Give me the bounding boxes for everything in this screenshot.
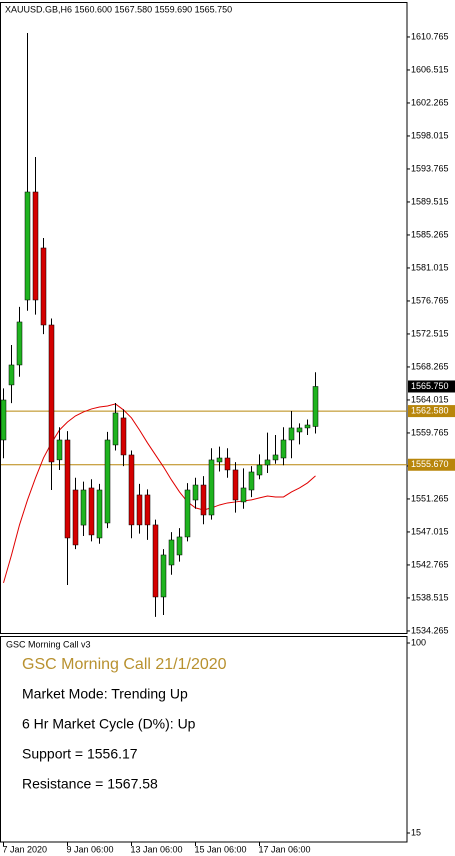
y-tick-label: 1606.515 <box>411 64 449 74</box>
candle-body <box>112 412 119 446</box>
panel-line: 6 Hr Market Cycle (D%): Up <box>22 716 196 732</box>
y-tick-label: 1610.765 <box>411 31 449 41</box>
candle-body <box>16 321 23 366</box>
candle-body <box>56 439 63 461</box>
chart-title: XAUUSD.GB,H6 1560.600 1567.580 1559.690 … <box>5 4 232 14</box>
y-tick-label: 1598.015 <box>411 130 449 140</box>
panel-heading: GSC Morning Call 21/1/2020 <box>22 656 227 673</box>
candle-body <box>8 364 15 386</box>
candle-body <box>192 484 199 501</box>
last-price-box <box>408 380 455 393</box>
panel-line: Resistance = 1567.58 <box>22 776 158 792</box>
candle-body <box>24 191 31 301</box>
candle-body <box>224 457 231 471</box>
candle-body <box>304 424 311 429</box>
level-label-box <box>408 405 455 418</box>
y-tick-label: 100 <box>411 637 426 647</box>
candle-body <box>160 554 167 598</box>
main-frame <box>0 2 408 634</box>
candle-body <box>288 427 295 441</box>
candle-body <box>48 324 55 463</box>
candle-body <box>32 191 39 301</box>
candle-body <box>208 459 215 516</box>
y-tick-label: 1542.765 <box>411 559 449 569</box>
candle-body <box>104 439 111 524</box>
candle-body <box>248 471 255 491</box>
candle-body <box>144 494 151 526</box>
y-tick-label: 15 <box>411 827 421 837</box>
last-price-label: 1565.750 <box>411 381 449 391</box>
candle-body <box>136 494 143 526</box>
candle-body <box>272 454 279 461</box>
candle-body <box>296 427 303 433</box>
candle-body <box>280 439 287 459</box>
y-tick-label: 1547.015 <box>411 526 449 536</box>
candle-body <box>120 417 127 456</box>
candle-body <box>72 489 79 546</box>
moving-average <box>3 403 316 584</box>
panel-line: Market Mode: Trending Up <box>22 686 188 702</box>
candle-body <box>240 487 247 503</box>
x-tick-label: 13 Jan 06:00 <box>131 844 183 854</box>
level-label: 1555.670 <box>411 459 449 469</box>
y-tick-label: 1593.765 <box>411 163 449 173</box>
panel-line: Support = 1556.17 <box>22 746 138 762</box>
level-label: 1562.580 <box>411 405 449 415</box>
x-tick-label: 15 Jan 06:00 <box>195 844 247 854</box>
y-tick-label: 1564.015 <box>411 394 449 404</box>
candle-body <box>0 399 7 441</box>
candle-body <box>96 489 103 539</box>
y-tick-label: 1568.265 <box>411 361 449 371</box>
y-tick-label: 1572.515 <box>411 328 449 338</box>
y-tick-label: 1576.765 <box>411 295 449 305</box>
y-tick-label: 1589.515 <box>411 196 449 206</box>
y-tick-label: 1581.015 <box>411 262 449 272</box>
candle-body <box>64 439 71 539</box>
candle-body <box>128 454 135 526</box>
candle-body <box>184 489 191 538</box>
y-tick-label: 1534.265 <box>411 625 449 635</box>
candle-body <box>216 457 223 463</box>
candle-body <box>168 539 175 566</box>
candle-body <box>80 489 87 526</box>
x-tick-label: 7 Jan 2020 <box>3 844 48 854</box>
indicator-frame <box>0 636 408 843</box>
candle-body <box>264 459 271 466</box>
candle-body <box>40 247 47 326</box>
y-tick-label: 1538.515 <box>411 592 449 602</box>
y-tick-label: 1559.765 <box>411 427 449 437</box>
candle-body <box>200 484 207 516</box>
x-tick-label: 9 Jan 06:00 <box>67 844 114 854</box>
candle-body <box>232 469 239 501</box>
y-tick-label: 1551.265 <box>411 493 449 503</box>
candle-body <box>88 487 95 536</box>
y-tick-label: 1602.265 <box>411 97 449 107</box>
y-tick-label: 1585.265 <box>411 229 449 239</box>
level-label-box <box>408 458 455 471</box>
x-tick-label: 17 Jan 06:00 <box>259 844 311 854</box>
candle-body <box>176 536 183 556</box>
candle-body <box>312 386 319 427</box>
candle-body <box>256 464 263 476</box>
candle-body <box>152 524 159 598</box>
panel-title: GSC Morning Call v3 <box>6 639 91 649</box>
